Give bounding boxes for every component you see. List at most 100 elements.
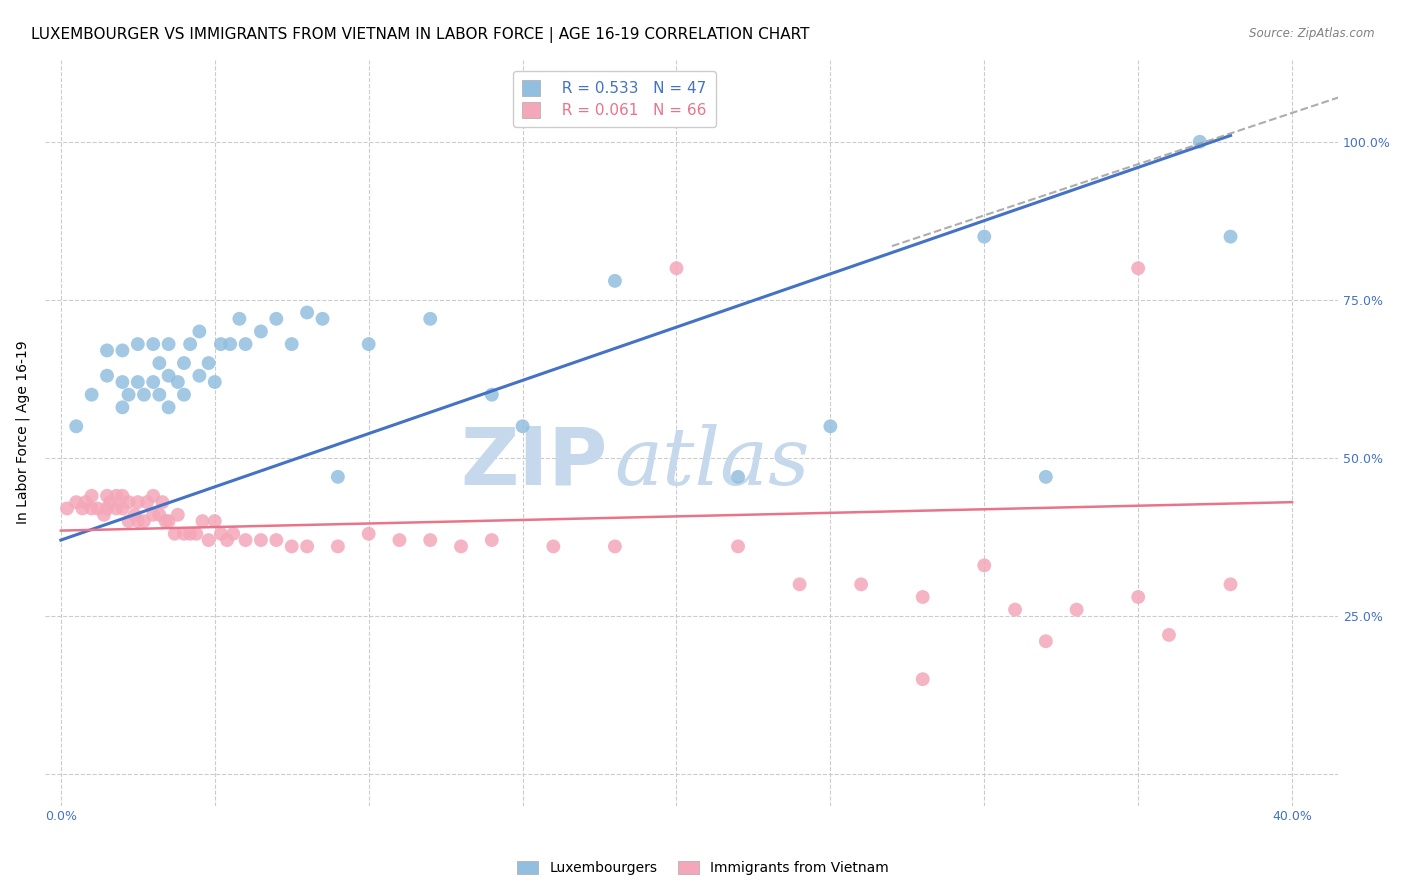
- Point: [204, 375, 226, 389]
- Point: [105, 489, 128, 503]
- Point: [111, 489, 134, 503]
- Point: [1219, 229, 1241, 244]
- Text: ZIP: ZIP: [461, 424, 607, 501]
- Point: [357, 526, 380, 541]
- Point: [148, 356, 170, 370]
- Point: [155, 514, 177, 528]
- Point: [111, 501, 134, 516]
- Point: [142, 508, 165, 522]
- Point: [820, 419, 842, 434]
- Point: [56, 501, 79, 516]
- Point: [419, 311, 441, 326]
- Point: [911, 590, 934, 604]
- Point: [228, 311, 250, 326]
- Point: [266, 311, 288, 326]
- Point: [152, 495, 174, 509]
- Point: [179, 337, 201, 351]
- Point: [1128, 261, 1150, 276]
- Point: [117, 495, 139, 509]
- Point: [219, 337, 242, 351]
- Point: [222, 526, 245, 541]
- Point: [481, 533, 503, 547]
- Point: [127, 375, 149, 389]
- Point: [1157, 628, 1180, 642]
- Point: [1004, 602, 1026, 616]
- Point: [75, 495, 97, 509]
- Point: [142, 489, 165, 503]
- Point: [1066, 602, 1088, 616]
- Point: [166, 375, 188, 389]
- Text: Source: ZipAtlas.com: Source: ZipAtlas.com: [1250, 27, 1375, 40]
- Point: [250, 533, 273, 547]
- Point: [87, 501, 110, 516]
- Point: [789, 577, 811, 591]
- Point: [80, 501, 103, 516]
- Point: [450, 540, 472, 554]
- Point: [188, 325, 211, 339]
- Point: [266, 533, 288, 547]
- Point: [96, 343, 118, 358]
- Point: [157, 337, 180, 351]
- Point: [1188, 135, 1211, 149]
- Point: [127, 337, 149, 351]
- Point: [1128, 590, 1150, 604]
- Point: [250, 325, 273, 339]
- Point: [204, 514, 226, 528]
- Point: [148, 387, 170, 401]
- Legend: Luxembourgers, Immigrants from Vietnam: Luxembourgers, Immigrants from Vietnam: [512, 855, 894, 880]
- Point: [96, 489, 118, 503]
- Point: [179, 526, 201, 541]
- Point: [217, 533, 239, 547]
- Point: [65, 419, 87, 434]
- Point: [191, 514, 214, 528]
- Point: [280, 337, 302, 351]
- Point: [166, 508, 188, 522]
- Point: [419, 533, 441, 547]
- Point: [481, 387, 503, 401]
- Point: [357, 337, 380, 351]
- Text: atlas: atlas: [614, 424, 810, 501]
- Point: [603, 274, 626, 288]
- Point: [111, 343, 134, 358]
- Point: [117, 387, 139, 401]
- Point: [603, 540, 626, 554]
- Point: [132, 387, 155, 401]
- Point: [512, 419, 534, 434]
- Point: [80, 387, 103, 401]
- Point: [105, 501, 128, 516]
- Point: [127, 495, 149, 509]
- Legend:   R = 0.533   N = 47,   R = 0.061   N = 66: R = 0.533 N = 47, R = 0.061 N = 66: [513, 71, 716, 128]
- Point: [142, 337, 165, 351]
- Point: [173, 387, 195, 401]
- Point: [209, 337, 232, 351]
- Point: [197, 533, 219, 547]
- Point: [209, 526, 232, 541]
- Point: [1035, 470, 1057, 484]
- Point: [132, 514, 155, 528]
- Point: [280, 540, 302, 554]
- Point: [111, 375, 134, 389]
- Point: [127, 514, 149, 528]
- Point: [311, 311, 333, 326]
- Point: [148, 508, 170, 522]
- Point: [295, 540, 318, 554]
- Point: [72, 501, 94, 516]
- Point: [849, 577, 872, 591]
- Point: [96, 368, 118, 383]
- Point: [80, 489, 103, 503]
- Point: [197, 356, 219, 370]
- Point: [295, 305, 318, 319]
- Point: [188, 368, 211, 383]
- Point: [388, 533, 411, 547]
- Point: [136, 495, 159, 509]
- Point: [157, 368, 180, 383]
- Point: [124, 508, 146, 522]
- Point: [326, 540, 349, 554]
- Point: [111, 401, 134, 415]
- Point: [911, 672, 934, 686]
- Point: [235, 337, 257, 351]
- Point: [96, 501, 118, 516]
- Point: [727, 470, 749, 484]
- Point: [117, 514, 139, 528]
- Point: [665, 261, 688, 276]
